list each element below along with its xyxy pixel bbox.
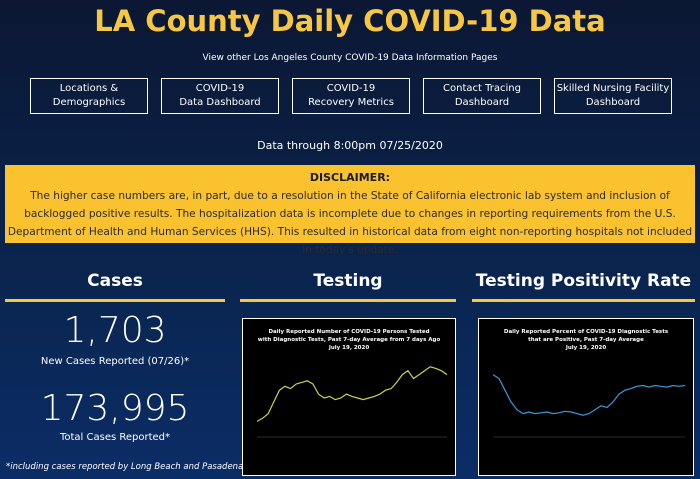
nav-button[interactable]: Locations & Demographics: [30, 78, 148, 114]
nav-button-label: Skilled Nursing Facility: [556, 83, 670, 94]
chart-title: July 19, 2020: [328, 345, 369, 351]
nav-button[interactable]: COVID-19 Data Dashboard: [161, 78, 279, 114]
section-heading: Testing Positivity Rate: [472, 271, 695, 302]
nav-button-label: Contact Tracing: [443, 83, 521, 94]
line: [256, 366, 448, 422]
chart-title: Daily Reported Number of COVID-19 Person…: [268, 329, 429, 335]
chart-title: with Diagnostic Tests, Past 7-day Averag…: [258, 337, 441, 343]
page-title: LA County Daily COVID-19 Data: [94, 4, 606, 38]
new-cases-label: New Cases Reported (07/26)*: [40, 356, 190, 367]
data-through: Data through 8:00pm 07/25/2020: [257, 139, 443, 152]
total-cases-label: Total Cases Reported*: [59, 432, 171, 443]
total-cases: 173,995: [40, 388, 190, 429]
nav-button-label: Dashboard: [454, 97, 510, 108]
nav-button-label: Data Dashboard: [179, 97, 261, 108]
disclaimer-heading: DISCLAIMER:: [309, 171, 391, 184]
nav-button[interactable]: COVID-19 Recovery Metrics: [292, 78, 410, 114]
section-heading: Testing: [240, 271, 456, 302]
chart-title: July 19, 2020: [565, 345, 606, 351]
line: [492, 374, 686, 416]
nav-button-label: Recovery Metrics: [308, 97, 394, 108]
nav-button[interactable]: Contact Tracing Dashboard: [423, 78, 541, 114]
nav-button-label: COVID-19: [195, 83, 245, 94]
nav-button[interactable]: Skilled Nursing Facility Dashboard: [554, 78, 672, 114]
footnote: *including cases reported by Long Beach …: [6, 462, 244, 472]
nav-button-label: Locations &: [59, 83, 119, 94]
chart-title: that are Positive, Past 7-day Average: [528, 337, 644, 343]
section-heading: Cases: [5, 271, 225, 302]
disclaimer: DISCLAIMER: The higher case numbers are,…: [5, 165, 695, 256]
new-cases: 1,703: [63, 310, 167, 351]
testing-chart[interactable]: Daily Reported Number of COVID-19 Person…: [242, 318, 456, 476]
subtitle: View other Los Angeles County COVID-19 D…: [202, 53, 498, 63]
chart-title: Daily Reported Percent of COVID-19 Diagn…: [504, 329, 669, 335]
positivity-chart[interactable]: Daily Reported Percent of COVID-19 Diagn…: [478, 318, 694, 476]
nav-button-label: Demographics: [52, 97, 126, 108]
disclaimer-text: The higher case numbers are, in part, du…: [7, 190, 693, 256]
nav-button-label: Dashboard: [585, 97, 641, 108]
nav-button-label: COVID-19: [326, 83, 376, 94]
